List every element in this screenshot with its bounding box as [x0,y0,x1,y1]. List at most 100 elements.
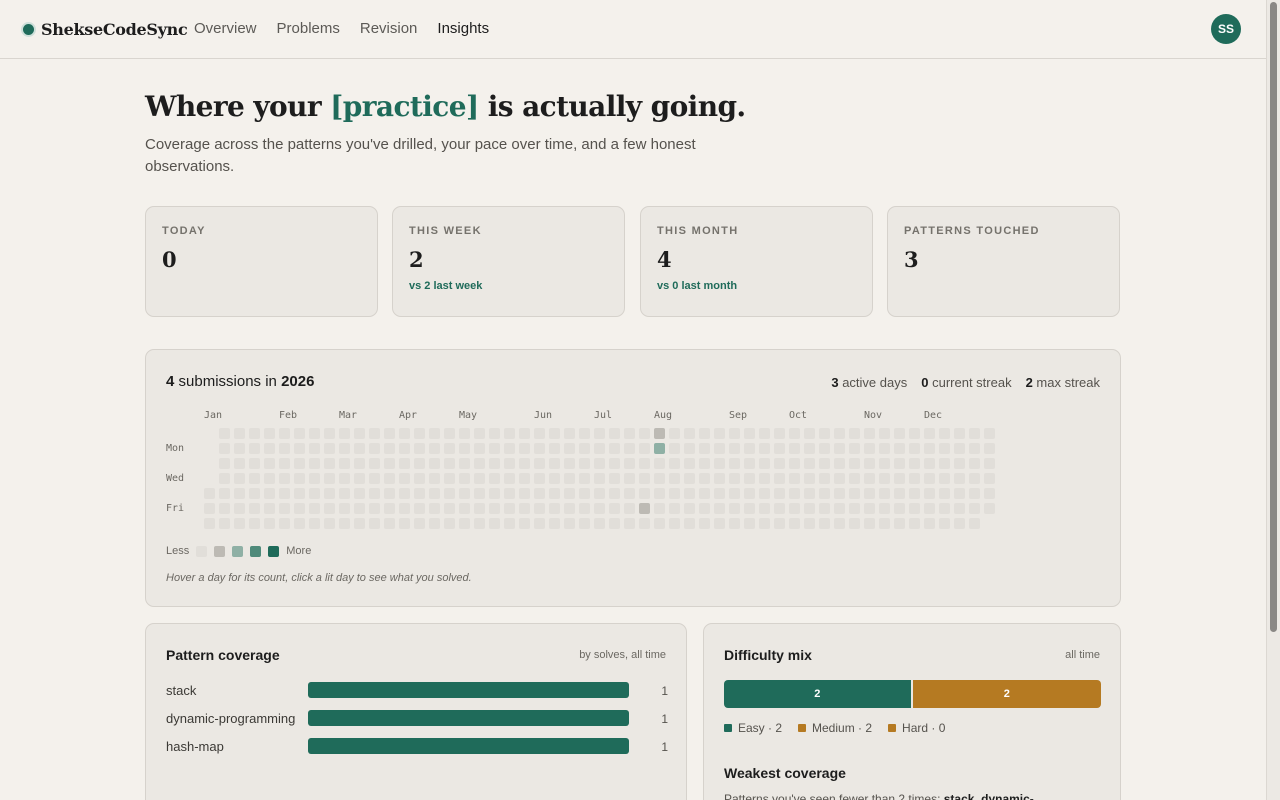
heatmap-day-cell[interactable] [294,503,305,514]
heatmap-day-cell[interactable] [564,503,575,514]
heatmap-day-cell[interactable] [834,443,845,454]
heatmap-day-cell[interactable] [924,488,935,499]
heatmap-day-cell[interactable] [594,518,605,529]
heatmap-day-cell[interactable] [684,428,695,439]
heatmap-day-cell[interactable] [234,473,245,484]
heatmap-day-cell[interactable] [489,428,500,439]
heatmap-day-cell[interactable] [669,503,680,514]
heatmap-day-cell[interactable] [684,473,695,484]
heatmap-day-cell[interactable] [789,458,800,469]
heatmap-day-cell[interactable] [879,473,890,484]
heatmap-day-cell[interactable] [984,473,995,484]
heatmap-day-cell[interactable] [969,518,980,529]
heatmap-day-cell[interactable] [759,473,770,484]
heatmap-day-cell[interactable] [354,518,365,529]
heatmap-day-cell[interactable] [849,458,860,469]
heatmap-day-cell[interactable] [459,473,470,484]
heatmap-day-cell[interactable] [489,473,500,484]
heatmap-day-cell[interactable] [789,488,800,499]
heatmap-day-cell[interactable] [624,473,635,484]
heatmap-day-cell[interactable] [354,458,365,469]
heatmap-day-cell[interactable] [639,518,650,529]
pattern-row[interactable]: stack 1 [166,681,668,699]
heatmap-day-cell[interactable] [969,428,980,439]
heatmap-day-cell[interactable] [429,503,440,514]
heatmap-day-cell[interactable] [789,428,800,439]
heatmap-day-cell[interactable] [909,458,920,469]
heatmap-day-cell[interactable] [654,503,665,514]
heatmap-day-cell[interactable] [309,458,320,469]
heatmap-day-cell[interactable] [339,428,350,439]
difficulty-segment-easy[interactable]: 2 [724,680,913,708]
heatmap-day-cell[interactable] [579,488,590,499]
heatmap-day-cell[interactable] [624,518,635,529]
heatmap-day-cell[interactable] [279,428,290,439]
heatmap-day-cell[interactable] [594,488,605,499]
heatmap-day-cell[interactable] [294,428,305,439]
heatmap-day-cell[interactable] [729,458,740,469]
heatmap-day-cell[interactable] [309,503,320,514]
heatmap-day-cell[interactable] [864,473,875,484]
heatmap-day-cell[interactable] [954,518,965,529]
heatmap-day-cell[interactable] [594,443,605,454]
heatmap-day-cell[interactable] [894,518,905,529]
heatmap-day-cell[interactable] [564,443,575,454]
heatmap-day-cell[interactable] [384,518,395,529]
heatmap-day-cell[interactable] [804,458,815,469]
heatmap-day-cell[interactable] [564,518,575,529]
heatmap-day-cell[interactable] [729,503,740,514]
heatmap-day-cell[interactable] [804,488,815,499]
heatmap-day-cell[interactable] [339,473,350,484]
heatmap-day-cell[interactable] [264,518,275,529]
heatmap-day-cell[interactable] [384,428,395,439]
heatmap-day-cell[interactable] [414,458,425,469]
heatmap-day-cell[interactable] [624,428,635,439]
heatmap-day-cell[interactable] [819,443,830,454]
heatmap-day-cell[interactable] [654,428,665,439]
heatmap-day-cell[interactable] [729,488,740,499]
heatmap-day-cell[interactable] [234,458,245,469]
heatmap-day-cell[interactable] [699,518,710,529]
heatmap-day-cell[interactable] [924,428,935,439]
heatmap-day-cell[interactable] [759,458,770,469]
heatmap-day-cell[interactable] [339,518,350,529]
heatmap-day-cell[interactable] [789,518,800,529]
heatmap-day-cell[interactable] [624,443,635,454]
heatmap-day-cell[interactable] [804,443,815,454]
heatmap-day-cell[interactable] [624,458,635,469]
heatmap-day-cell[interactable] [549,488,560,499]
heatmap-day-cell[interactable] [309,443,320,454]
heatmap-day-cell[interactable] [204,488,215,499]
heatmap-day-cell[interactable] [669,428,680,439]
heatmap-day-cell[interactable] [459,443,470,454]
heatmap-day-cell[interactable] [864,503,875,514]
heatmap-day-cell[interactable] [849,503,860,514]
heatmap-day-cell[interactable] [804,473,815,484]
heatmap-day-cell[interactable] [399,488,410,499]
heatmap-day-cell[interactable] [969,473,980,484]
user-avatar[interactable]: SS [1211,14,1241,44]
heatmap-day-cell[interactable] [684,518,695,529]
heatmap-day-cell[interactable] [819,488,830,499]
heatmap-day-cell[interactable] [504,488,515,499]
heatmap-day-cell[interactable] [594,428,605,439]
heatmap-day-cell[interactable] [519,443,530,454]
heatmap-day-cell[interactable] [789,503,800,514]
heatmap-day-cell[interactable] [324,473,335,484]
heatmap-day-cell[interactable] [504,428,515,439]
heatmap-day-cell[interactable] [669,458,680,469]
heatmap-day-cell[interactable] [714,473,725,484]
heatmap-day-cell[interactable] [684,443,695,454]
heatmap-day-cell[interactable] [294,443,305,454]
heatmap-day-cell[interactable] [819,473,830,484]
heatmap-day-cell[interactable] [489,518,500,529]
heatmap-day-cell[interactable] [354,428,365,439]
heatmap-day-cell[interactable] [414,518,425,529]
heatmap-day-cell[interactable] [879,458,890,469]
heatmap-day-cell[interactable] [774,473,785,484]
heatmap-day-cell[interactable] [984,488,995,499]
heatmap-day-cell[interactable] [339,503,350,514]
heatmap-day-cell[interactable] [414,473,425,484]
heatmap-day-cell[interactable] [894,473,905,484]
heatmap-day-cell[interactable] [489,443,500,454]
